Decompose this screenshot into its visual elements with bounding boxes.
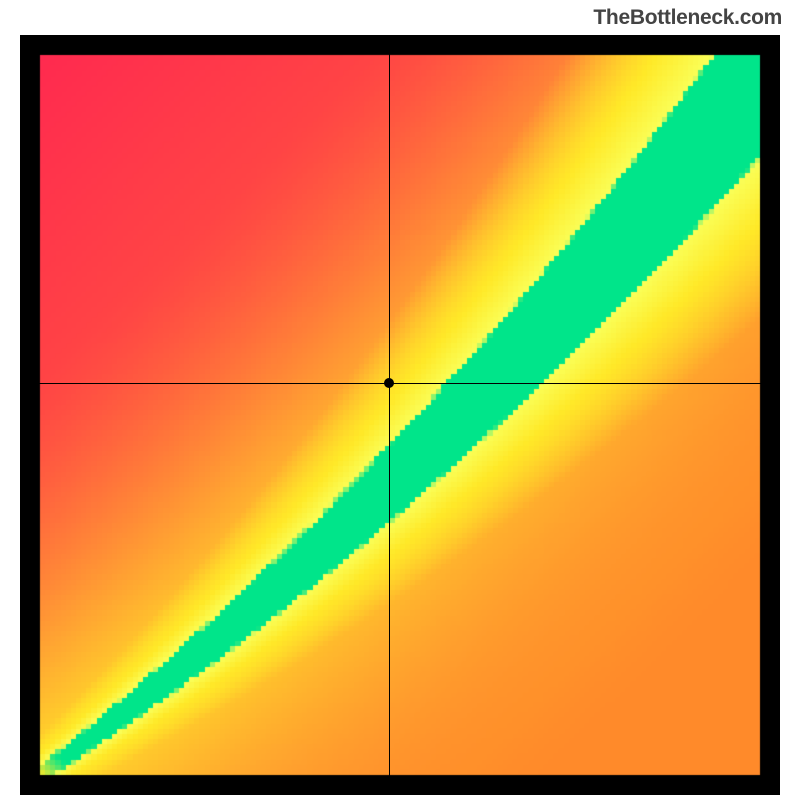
chart-container: TheBottleneck.com [0, 0, 800, 800]
plot-area [20, 35, 780, 795]
watermark-text: TheBottleneck.com [593, 6, 782, 30]
heatmap-canvas [20, 35, 780, 795]
